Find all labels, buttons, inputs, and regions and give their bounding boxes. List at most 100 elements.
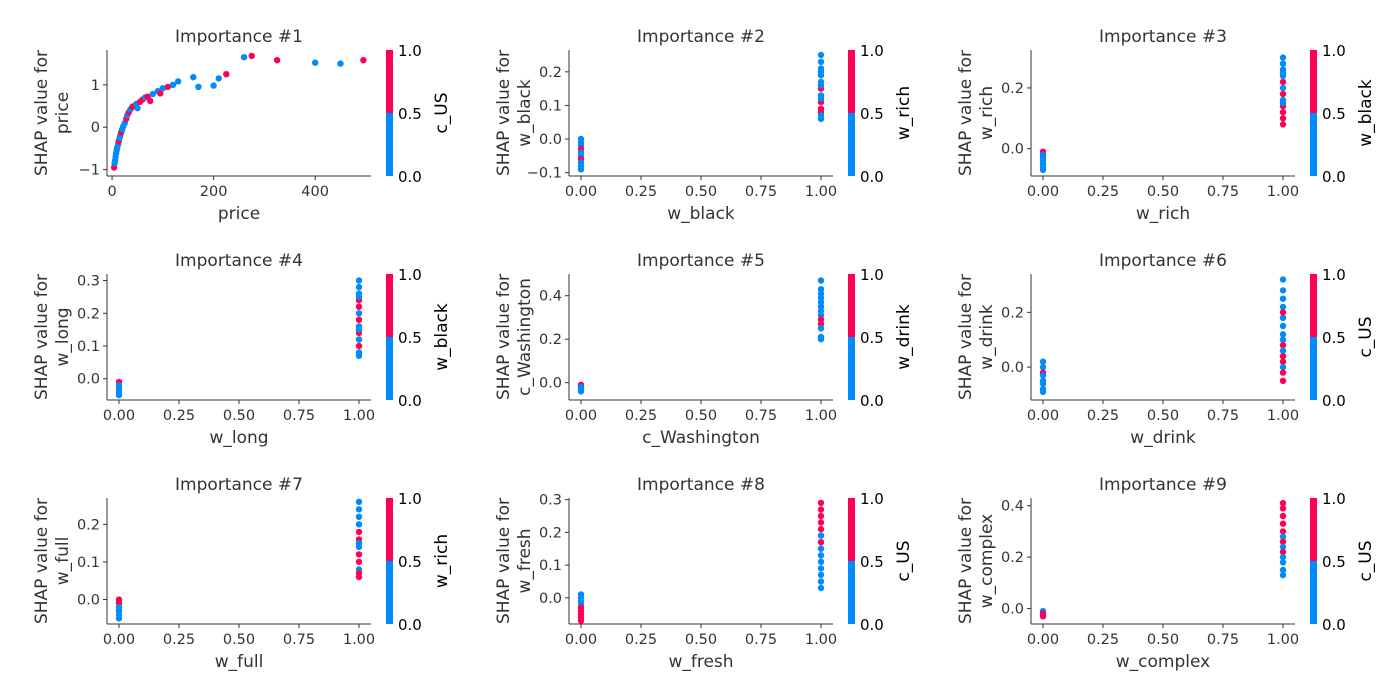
x-tick-label: 1.00	[805, 184, 837, 200]
scatter-point	[1279, 309, 1287, 316]
y-axis-label: SHAP value for c_Washington	[494, 274, 535, 400]
scatter-point	[1279, 303, 1287, 311]
x-tick-label: 0.25	[1087, 408, 1119, 424]
colorbar-tick-label: 0.5	[860, 105, 884, 123]
colorbar-tick-label: 0.5	[398, 105, 422, 123]
scatter-point	[157, 90, 164, 97]
scatter-point	[115, 615, 123, 622]
colorbar-tick-label: 0.0	[1322, 168, 1346, 186]
x-tick-label: 1.00	[805, 408, 837, 424]
x-tick-label: 0.75	[1207, 632, 1239, 648]
plot-title: Importance #2	[637, 27, 765, 47]
x-tick-label: 0.00	[1027, 408, 1059, 424]
scatter-point	[817, 325, 825, 332]
scatter-point	[149, 90, 156, 98]
x-tick-label: 1.00	[343, 408, 375, 424]
scatter-point	[1279, 342, 1287, 349]
x-axis-label: w_complex	[1116, 652, 1210, 672]
scatter-point	[817, 578, 825, 585]
scatter-point	[355, 521, 363, 528]
scatter-point	[1279, 322, 1287, 330]
y-tick-label: 0.0	[1001, 142, 1024, 158]
colorbar-tick-label: 1.0	[1322, 266, 1346, 284]
subplot-2: Importance #2 0.00 0.25 0.50 0.75 1.00 −0.1 0.0…	[494, 27, 914, 224]
colorbar-tick-label: 0.5	[860, 329, 884, 347]
colorbar-label: w_rich	[432, 534, 452, 588]
y-tick-label: 0.1	[77, 555, 100, 571]
x-tick-label: 0.00	[103, 408, 135, 424]
y-tick-label: 1	[91, 78, 100, 94]
scatter-point	[355, 316, 363, 323]
y-axis-label-line-2: w_black	[515, 79, 535, 147]
scatter-point	[817, 299, 825, 306]
scatter-point	[210, 82, 217, 89]
colorbar-tick-label: 0.5	[1322, 329, 1346, 347]
colorbar-label: c_US	[894, 540, 914, 581]
colorbar-tick-label: 0.0	[398, 168, 422, 186]
colorbar-feature-name: c_US	[1356, 316, 1376, 357]
subplot-3: Importance #30.00 0.25 0.50 0.75 1.000.00.2w…	[956, 27, 1376, 224]
scatter-point	[355, 277, 363, 284]
y-tick-label: 0.2	[1001, 550, 1024, 566]
scatter-point	[1279, 528, 1287, 535]
scatter-point	[1039, 380, 1047, 387]
plot-title: Importance #8	[637, 475, 765, 495]
scatter-point	[355, 551, 363, 558]
scatter-point	[817, 525, 825, 533]
x-tick-label: 0.00	[1027, 184, 1059, 200]
scatter-point	[817, 307, 825, 315]
scatter-point	[1279, 90, 1287, 98]
y-tick-label: 0.2	[77, 517, 100, 533]
x-tick-label: 0.00	[1027, 632, 1059, 648]
colorbar-tick-label: 1.0	[860, 42, 884, 60]
scatter-point	[355, 558, 363, 566]
colorbar	[1310, 50, 1317, 176]
x-tick-label: 0.75	[283, 632, 315, 648]
colorbar-tick-label: 1.0	[398, 266, 422, 284]
colorbar-feature-name: w_black	[1356, 79, 1376, 147]
scatter-point	[190, 74, 197, 81]
y-axis-label-line-2: w_full	[53, 537, 73, 586]
y-axis-label-line-2: c_Washington	[515, 278, 535, 396]
scatter-point	[1039, 613, 1047, 620]
scatter-point	[817, 545, 825, 552]
x-tick-label: 0.50	[1147, 408, 1179, 424]
scatter-point	[1279, 499, 1287, 507]
scatter-point	[817, 539, 825, 546]
scatter-point	[817, 558, 825, 565]
colorbar-tick-label: 0.5	[1322, 553, 1346, 571]
x-tick-label: 0.00	[565, 408, 597, 424]
scatter-point	[1039, 358, 1047, 365]
scatter-point	[1279, 548, 1287, 556]
y-tick-label: −0.1	[527, 166, 562, 182]
colorbar-label: c_US	[432, 92, 452, 133]
colorbar-label: w_drink	[894, 304, 914, 370]
y-axis-label-line-1: SHAP value for	[956, 498, 976, 624]
scatter-point	[1279, 353, 1287, 360]
colorbar	[848, 274, 855, 400]
scatter-point	[147, 97, 154, 105]
y-tick-label: 0.3	[77, 274, 100, 290]
x-tick-label: 0.50	[1147, 632, 1179, 648]
y-tick-label: 0.0	[77, 593, 100, 609]
x-axis-label: price	[218, 204, 260, 224]
x-tick-label: 0	[107, 184, 116, 200]
scatter-point	[817, 519, 825, 526]
y-tick-label: 0.4	[1001, 499, 1024, 515]
x-tick-label: 1.00	[1267, 184, 1299, 200]
x-tick-label: 0.75	[745, 408, 777, 424]
colorbar-feature-name: w_rich	[432, 534, 452, 588]
y-axis-label-line-1: SHAP value for	[956, 50, 976, 176]
scatter-point	[817, 316, 825, 323]
scatter-point	[1279, 109, 1287, 116]
x-tick-label: 0.50	[223, 632, 255, 648]
scatter-point	[355, 528, 363, 536]
scatter-point	[355, 498, 363, 505]
scatter-point	[195, 83, 202, 91]
scatter-point	[115, 391, 123, 399]
scatter-point	[355, 283, 363, 291]
scatter-point	[134, 104, 141, 112]
scatter-point	[1279, 331, 1287, 338]
x-axis-label: w_rich	[1136, 204, 1190, 224]
